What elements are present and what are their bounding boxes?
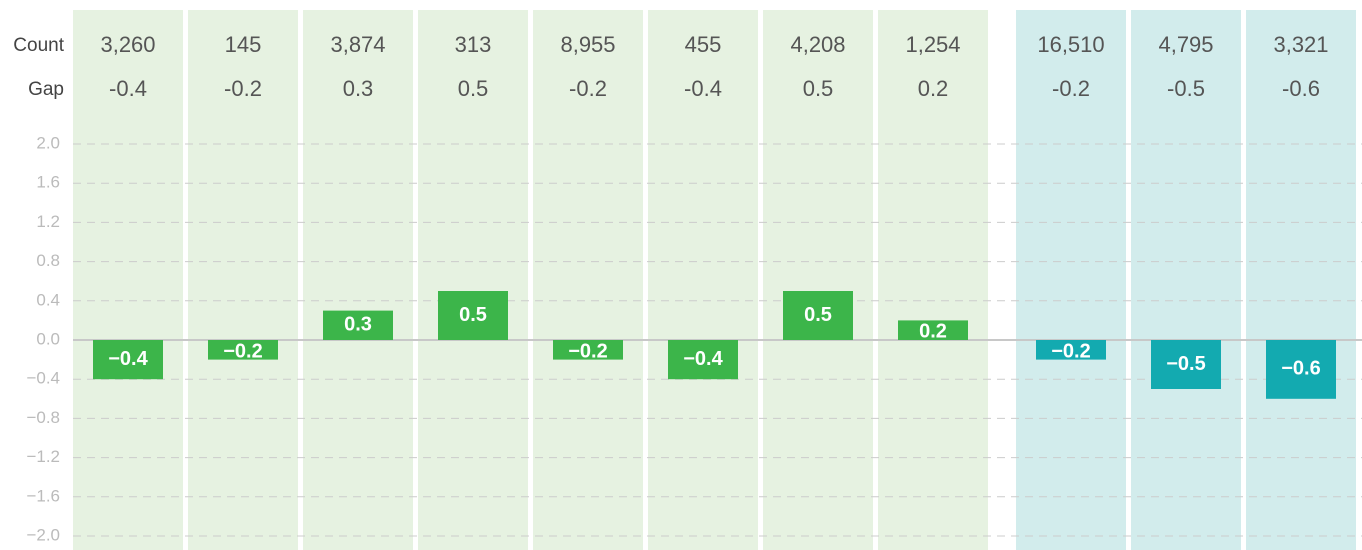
bar [553, 340, 623, 360]
column-panel [1246, 10, 1356, 550]
column-panel [73, 10, 183, 550]
gap-cell: -0.6 [1282, 76, 1320, 101]
bar-label: −0.2 [568, 340, 607, 362]
column-panel [188, 10, 298, 550]
bar-label: −0.4 [683, 348, 723, 370]
row-label: Gap [28, 79, 64, 100]
y-tick-label: 0.0 [36, 329, 60, 348]
bar-label: −0.2 [1051, 340, 1090, 362]
gap-cell: -0.2 [224, 76, 262, 101]
bar [208, 340, 278, 360]
bar [668, 340, 738, 380]
bar [1151, 340, 1221, 389]
bar [323, 310, 393, 340]
column-panel [763, 10, 873, 550]
count-cell: 145 [225, 32, 262, 57]
bar-label: 0.3 [344, 314, 372, 336]
y-tick-label: 1.6 [36, 173, 60, 192]
y-tick-label: 0.4 [36, 290, 60, 309]
column-panel [418, 10, 528, 550]
count-cell: 4,795 [1158, 32, 1213, 57]
y-tick-label: 2.0 [36, 133, 60, 152]
gap-cell: -0.2 [569, 76, 607, 101]
panels [73, 10, 1356, 550]
column-panel [648, 10, 758, 550]
row-label: Count [13, 35, 64, 56]
gap-cell: -0.2 [1052, 76, 1090, 101]
bar [93, 340, 163, 380]
gap-cell: -0.5 [1167, 76, 1205, 101]
count-cell: 8,955 [560, 32, 615, 57]
gap-cell: 0.5 [803, 76, 834, 101]
y-tick-label: 1.2 [36, 212, 60, 231]
gap-cell: 0.3 [343, 76, 374, 101]
bar [898, 320, 968, 340]
bar [783, 291, 853, 340]
bar [1266, 340, 1336, 399]
bar-label: −0.2 [223, 340, 262, 362]
marks: −0.4 −0.2 0.3 0.5 −0.2 −0.4 0.5 0.2 −0.2 −0.5 −0.6 [93, 291, 1336, 399]
y-tick-label: −1.2 [26, 447, 60, 466]
column-panel [878, 10, 988, 550]
count-cell: 16,510 [1037, 32, 1104, 57]
gap-cell: -0.4 [109, 76, 147, 101]
bar-label: 0.5 [804, 304, 832, 326]
y-tick-label: −0.8 [26, 408, 60, 427]
column-panel [1131, 10, 1241, 550]
column-panel [533, 10, 643, 550]
gap-cell: 0.2 [918, 76, 949, 101]
count-cell: 4,208 [790, 32, 845, 57]
y-tick-label: −1.6 [26, 486, 60, 505]
bar-label: 0.5 [459, 304, 487, 326]
count-cell: 313 [455, 32, 492, 57]
bar [438, 291, 508, 340]
y-tick-label: −0.4 [26, 369, 60, 388]
bar-label: −0.4 [108, 348, 148, 370]
bar-label: −0.5 [1166, 353, 1205, 375]
count-cell: 3,260 [100, 32, 155, 57]
column-panel [303, 10, 413, 550]
y-tick-label: −2.0 [26, 525, 60, 544]
count-cell: 455 [685, 32, 722, 57]
gap-cell: 0.5 [458, 76, 489, 101]
count-cell: 3,321 [1273, 32, 1328, 57]
gap-cell: -0.4 [684, 76, 722, 101]
count-cell: 1,254 [905, 32, 960, 57]
bar-label: 0.2 [919, 321, 947, 343]
count-cell: 3,874 [330, 32, 385, 57]
bar [1036, 340, 1106, 360]
y-tick-label: 0.8 [36, 251, 60, 270]
bar-label: −0.6 [1281, 358, 1320, 380]
column-panel [1016, 10, 1126, 550]
